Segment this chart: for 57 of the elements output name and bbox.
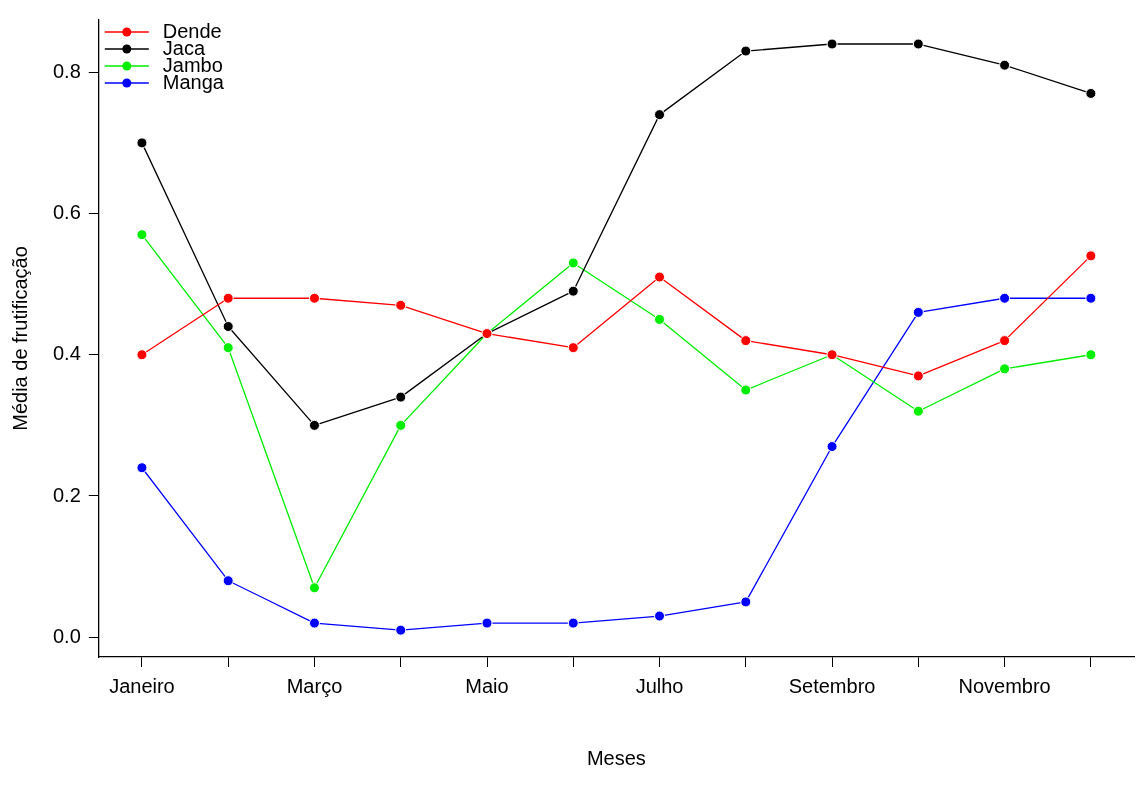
- point: [308, 292, 320, 304]
- point: [1085, 250, 1097, 262]
- point: [567, 257, 579, 269]
- point: [222, 292, 234, 304]
- point: [740, 384, 752, 396]
- point: [912, 405, 924, 417]
- point: [395, 391, 407, 403]
- point: [654, 610, 666, 622]
- point: [395, 419, 407, 431]
- point: [222, 342, 234, 354]
- point: [999, 292, 1011, 304]
- point: [912, 370, 924, 382]
- y-tick-label: 0.0: [52, 624, 81, 647]
- point: [395, 299, 407, 311]
- x-tick-label: Setembro: [788, 674, 876, 697]
- y-tick-label: 0.6: [52, 201, 81, 224]
- x-tick-label: Janeiro: [109, 674, 175, 697]
- point: [395, 624, 407, 636]
- point: [654, 109, 666, 121]
- point: [222, 320, 234, 332]
- x-tick-label: Novembro: [958, 674, 1051, 697]
- point: [999, 335, 1011, 347]
- point: [826, 441, 838, 453]
- point: [999, 363, 1011, 375]
- point: [308, 582, 320, 594]
- point: [481, 617, 493, 629]
- point: [136, 349, 148, 361]
- point: [222, 575, 234, 587]
- x-tick-label: Julho: [635, 674, 684, 697]
- x-tick-label: Maio: [465, 674, 509, 697]
- y-tick-label: 0.8: [52, 59, 81, 82]
- point: [912, 306, 924, 318]
- point: [1085, 292, 1097, 304]
- point: [740, 45, 752, 57]
- y-tick-label: 0.2: [52, 483, 81, 506]
- point: [740, 335, 752, 347]
- point: [654, 313, 666, 325]
- point: [136, 229, 148, 241]
- x-tick-label: Março: [286, 674, 343, 697]
- x-axis-title: Meses: [586, 746, 646, 769]
- legend-label: Dende: [162, 19, 222, 42]
- point: [136, 137, 148, 149]
- point: [999, 59, 1011, 71]
- point: [740, 596, 752, 608]
- point: [826, 38, 838, 50]
- point: [912, 38, 924, 50]
- y-tick-label: 0.4: [52, 342, 81, 365]
- y-axis-title: Média de frutificação: [8, 246, 31, 431]
- point: [567, 285, 579, 297]
- point: [308, 419, 320, 431]
- point: [1085, 87, 1097, 99]
- point: [567, 617, 579, 629]
- point: [308, 617, 320, 629]
- point: [654, 271, 666, 283]
- point: [1085, 349, 1097, 361]
- point: [567, 342, 579, 354]
- point: [136, 462, 148, 474]
